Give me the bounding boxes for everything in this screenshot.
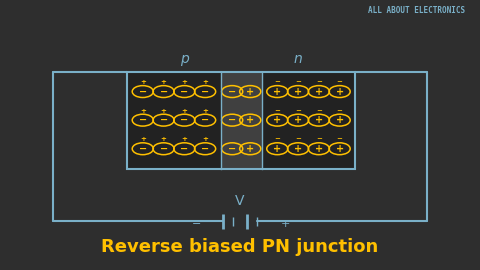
Text: +: + — [273, 87, 281, 97]
Text: +: + — [281, 219, 290, 229]
Text: −: − — [159, 115, 168, 125]
Text: +: + — [161, 136, 167, 142]
Text: −: − — [159, 144, 168, 154]
Text: −: − — [201, 144, 209, 154]
Text: −: − — [316, 79, 322, 85]
Text: +: + — [246, 115, 254, 125]
Text: +: + — [315, 87, 323, 97]
Text: −: − — [295, 136, 301, 142]
Text: ALL ABOUT ELECTRONICS: ALL ABOUT ELECTRONICS — [369, 6, 466, 15]
Bar — [127, 72, 241, 169]
Text: −: − — [139, 87, 147, 97]
Text: +: + — [181, 79, 187, 85]
Text: −: − — [275, 136, 280, 142]
Text: −: − — [275, 108, 280, 114]
Text: +: + — [161, 79, 167, 85]
Text: +: + — [294, 87, 302, 97]
Text: p: p — [180, 52, 189, 66]
Text: −: − — [316, 108, 322, 114]
Text: +: + — [246, 144, 254, 154]
Text: +: + — [161, 108, 167, 114]
Bar — [221, 72, 262, 169]
Text: +: + — [273, 144, 281, 154]
Text: +: + — [140, 136, 146, 142]
Text: −: − — [336, 136, 343, 142]
Text: +: + — [294, 144, 302, 154]
Text: −: − — [228, 87, 236, 97]
Text: −: − — [228, 144, 236, 154]
Text: −: − — [228, 115, 236, 125]
Text: −: − — [159, 87, 168, 97]
Bar — [241, 72, 355, 169]
Text: +: + — [202, 79, 208, 85]
Text: −: − — [295, 79, 301, 85]
Text: −: − — [275, 79, 280, 85]
Text: n: n — [294, 52, 302, 66]
Bar — [127, 72, 355, 169]
Text: +: + — [315, 144, 323, 154]
Text: +: + — [273, 115, 281, 125]
Text: +: + — [336, 87, 344, 97]
Text: −: − — [139, 115, 147, 125]
Text: −: − — [180, 144, 188, 154]
Text: +: + — [336, 144, 344, 154]
Text: +: + — [294, 115, 302, 125]
Text: −: − — [316, 136, 322, 142]
Text: +: + — [336, 115, 344, 125]
Text: +: + — [140, 108, 146, 114]
Text: −: − — [201, 87, 209, 97]
Text: +: + — [202, 108, 208, 114]
Text: −: − — [201, 115, 209, 125]
Text: −: − — [295, 108, 301, 114]
Text: −: − — [336, 79, 343, 85]
Text: −: − — [192, 219, 202, 229]
Text: Reverse biased PN junction: Reverse biased PN junction — [101, 238, 379, 256]
Text: −: − — [139, 144, 147, 154]
Text: +: + — [202, 136, 208, 142]
Text: −: − — [180, 115, 188, 125]
Text: +: + — [140, 79, 146, 85]
Text: V: V — [235, 194, 245, 208]
Text: +: + — [181, 136, 187, 142]
Text: +: + — [181, 108, 187, 114]
Text: +: + — [315, 115, 323, 125]
Text: +: + — [246, 87, 254, 97]
Text: −: − — [180, 87, 188, 97]
Text: −: − — [336, 108, 343, 114]
